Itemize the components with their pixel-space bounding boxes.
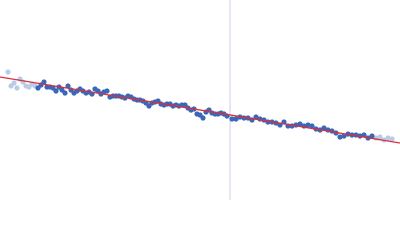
data-point (41, 79, 47, 85)
data-point (297, 121, 303, 127)
chart (0, 0, 400, 200)
data-point (62, 90, 68, 96)
data-point (53, 88, 59, 94)
data-point (377, 134, 383, 140)
data-point (305, 122, 311, 128)
data-point (229, 116, 235, 122)
data-point (200, 115, 206, 121)
data-point (5, 69, 11, 75)
data-point (337, 134, 343, 140)
data-point (369, 133, 375, 139)
data-point (253, 114, 259, 120)
data-point (11, 80, 17, 86)
data-point (65, 83, 71, 89)
data-point (389, 136, 395, 142)
data-point (14, 85, 20, 91)
data-point (233, 116, 239, 122)
page: (() => { const data = JSON.parse(documen… (0, 0, 400, 200)
data-point (341, 133, 347, 139)
data-point (385, 135, 391, 141)
fit-line (0, 76, 400, 144)
data-point (309, 123, 315, 129)
data-point (104, 88, 110, 94)
data-point (321, 125, 327, 131)
